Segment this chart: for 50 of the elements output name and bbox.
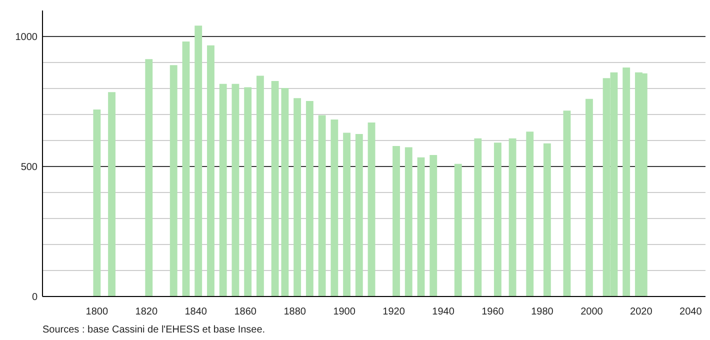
bar [271,80,279,296]
y-tick-label: 1000 [15,32,38,43]
y-tick-label: 500 [20,162,38,173]
bar [294,98,302,296]
x-tick-label: 2040 [680,306,702,318]
bar [474,138,482,296]
bar [244,87,252,296]
x-tick-label: 1820 [135,306,158,318]
x-tick-label: 1940 [432,306,455,318]
bar [170,65,178,296]
bar [281,88,289,296]
x-tick-label: 1840 [184,306,208,318]
bar [330,119,338,296]
bar [93,110,101,296]
bar [219,84,227,296]
bar [108,92,116,296]
bar [404,147,412,296]
x-tick-label: 1960 [482,306,504,318]
bar [368,122,376,296]
bar [454,164,462,296]
x-tick-label: 1800 [86,306,108,318]
bar [306,100,314,296]
bar [508,138,516,296]
source-note: Sources : base Cassini de l'EHESS et base Insee. [42,324,266,336]
bar [145,59,153,296]
x-tick-label: 1880 [284,306,306,318]
bar [543,143,551,296]
x-tick-label: 1860 [234,306,257,318]
bar [586,98,593,296]
bar [232,84,240,296]
bar [526,132,534,296]
x-tick-label: 1980 [531,306,554,318]
bar [392,146,400,296]
bar [622,67,630,296]
bar [563,110,571,296]
bar [417,157,425,296]
x-tick-label: 1920 [382,306,406,318]
bar [318,115,326,296]
x-tick-label: 2020 [630,306,653,318]
bar [182,41,190,296]
bar [355,134,363,296]
bar [194,26,202,296]
y-tick-label: 0 [32,292,38,303]
x-tick-label: 2000 [580,306,604,318]
bar [343,132,350,296]
bar [256,76,264,296]
bar [494,142,502,296]
bar [207,45,214,296]
bar [430,155,438,296]
x-tick-label: 1900 [333,306,356,318]
